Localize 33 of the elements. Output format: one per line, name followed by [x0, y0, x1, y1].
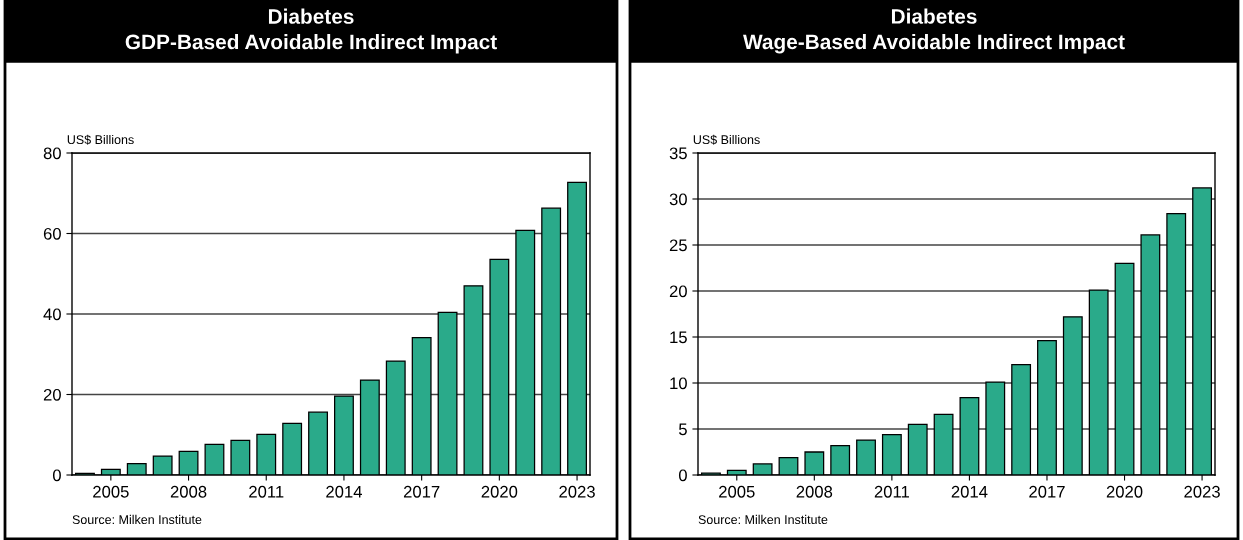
y-axis-title: US$ Billions: [693, 134, 760, 145]
chart-title: Diabetes Wage-Based Avoidable Indirect Impact: [743, 8, 1125, 54]
source-note: Source: Milken Institute: [72, 514, 202, 525]
y-tick-label: 60: [43, 227, 61, 240]
x-tick-label: 2011: [249, 485, 284, 498]
y-tick-label: 15: [670, 331, 687, 344]
y-tick-label: 30: [669, 193, 687, 206]
x-tick-label: 2014: [951, 485, 988, 498]
x-tick-label: 2014: [326, 485, 362, 498]
x-tick-label: 2023: [559, 485, 595, 498]
y-tick-label: 40: [43, 308, 61, 321]
x-tick-label: 2008: [170, 485, 207, 498]
y-tick-label: 10: [670, 377, 687, 390]
y-tick-label: 20: [43, 388, 61, 401]
x-tick-label: 2017: [1029, 485, 1065, 498]
y-tick-label: 0: [52, 469, 61, 482]
x-tick-label: 2023: [1184, 485, 1220, 498]
x-tick-label: 2020: [1106, 485, 1143, 498]
source-note: Source: Milken Institute: [698, 514, 828, 525]
y-tick-label: 0: [678, 469, 687, 482]
x-tick-label: 2020: [481, 485, 518, 498]
y-tick-label: 20: [669, 285, 687, 298]
x-tick-label: 2005: [93, 485, 129, 498]
x-tick-label: 2011: [874, 485, 909, 498]
y-tick-label: 25: [669, 239, 687, 252]
y-axis-title: US$ Billions: [67, 134, 134, 145]
y-tick-label: 80: [43, 147, 61, 160]
y-tick-label: 35: [669, 147, 687, 160]
x-tick-label: 2017: [403, 485, 440, 498]
y-tick-label: 5: [678, 423, 687, 436]
x-tick-label: 2008: [796, 485, 833, 498]
x-tick-label: 2005: [719, 485, 755, 498]
chart-title: Diabetes GDP-Based Avoidable Indirect Impact: [125, 8, 497, 54]
